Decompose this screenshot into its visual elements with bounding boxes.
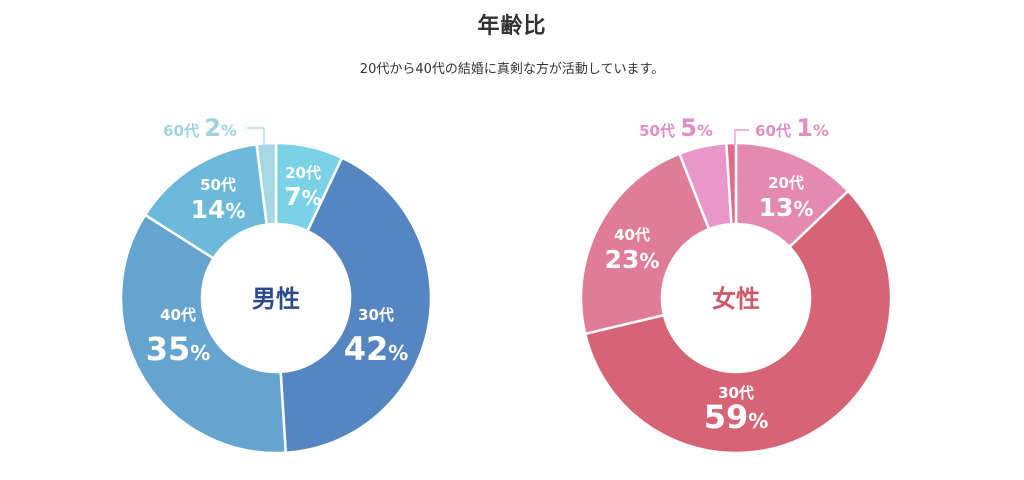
svg-text:35%: 35% (146, 330, 211, 368)
female-slice-3 (579, 152, 711, 336)
svg-text:40代: 40代 (614, 226, 650, 244)
female-slice-5 (725, 141, 738, 226)
svg-text:20代: 20代 (768, 174, 804, 192)
svg-text:30代: 30代 (718, 384, 754, 402)
female-slice-2 (583, 189, 893, 455)
male-slice-3 (119, 213, 288, 455)
male-center-label: 男性 (252, 285, 300, 313)
page-subtitle: 20代から40代の結婚に真剣な方が活動しています。 (359, 62, 665, 77)
svg-text:59%: 59% (704, 398, 769, 436)
male-slice-label-5: 60代 2% (163, 114, 237, 142)
male-slice-5 (255, 141, 278, 226)
svg-text:40代: 40代 (160, 306, 196, 324)
svg-text:23%: 23% (605, 245, 660, 274)
svg-text:42%: 42% (344, 330, 409, 368)
female-slice-label-4: 50代 5% (639, 114, 713, 142)
svg-text:13%: 13% (759, 193, 814, 222)
female-center-label: 女性 (712, 285, 760, 313)
svg-text:30代: 30代 (358, 306, 394, 324)
female-leader-line-5 (734, 129, 749, 145)
page-title: 年齢比 (477, 14, 547, 39)
female-slice-label-5: 60代 1% (755, 114, 829, 142)
svg-text:14%: 14% (191, 195, 246, 224)
male-leader-line-5 (247, 127, 265, 145)
male-slice-2 (279, 156, 433, 455)
svg-text:20代: 20代 (285, 164, 321, 182)
svg-text:7%: 7% (284, 182, 321, 211)
svg-text:50代: 50代 (200, 176, 236, 194)
